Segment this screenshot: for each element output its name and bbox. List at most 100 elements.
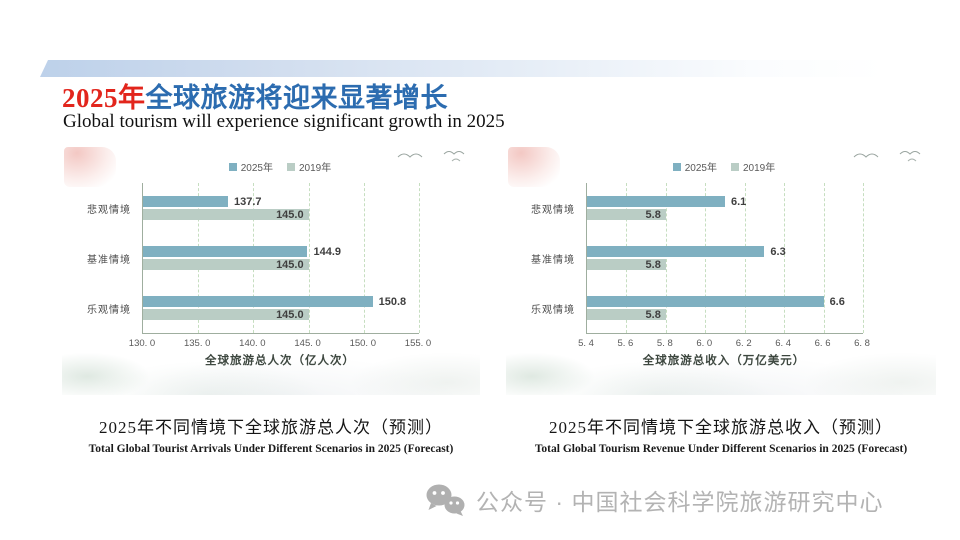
- value-label: 145.0: [276, 208, 304, 221]
- value-label: 5.8: [645, 208, 661, 221]
- caption-chinese: 2025年不同情境下全球旅游总人次（预测）: [99, 418, 443, 437]
- legend-swatch: [228, 162, 237, 171]
- tick-label: 5. 8: [656, 338, 673, 349]
- category-label: 基准情境: [531, 254, 575, 266]
- arrivals-chart: 2025年 2019年 悲观情境 基准情境 乐观情境 137.7 145.0 144.9 1…: [62, 145, 480, 395]
- gridline: [823, 183, 825, 333]
- tick-label: 5. 4: [578, 338, 594, 349]
- category-label: 基准情境: [87, 254, 131, 266]
- legend-item: 2025年: [228, 159, 273, 174]
- chart-legend: 2025年 2019年: [586, 159, 862, 174]
- legend-swatch: [731, 162, 739, 171]
- top-accent-band: [40, 60, 885, 77]
- bar-track: 150.8: [143, 295, 419, 308]
- title-year: 2025年: [62, 83, 146, 113]
- bar-2025年: [587, 196, 725, 207]
- value-label: 6.1: [731, 195, 747, 208]
- x-axis-ticks: 5. 4 5. 6 5. 8 6. 0 6. 2 6. 4 6. 6 6. 8: [578, 338, 870, 350]
- tick-label: 6. 0: [696, 338, 713, 349]
- gridline: [253, 183, 255, 333]
- value-label: 6.6: [829, 295, 845, 308]
- legend-label: 2025年: [240, 163, 273, 174]
- legend-label: 2019年: [299, 163, 332, 174]
- bar-2025年: [143, 296, 373, 307]
- tick-label: 145. 0: [294, 338, 321, 349]
- legend-item: 2025年: [672, 159, 717, 174]
- category-label: 乐观情境: [87, 304, 131, 316]
- revenue-chart-caption: 2025年不同情境下全球旅游总收入（预测） Total Global Touri…: [506, 413, 936, 455]
- gridline: [626, 183, 628, 333]
- flying-birds-icon: [853, 151, 921, 162]
- gridline: [308, 183, 310, 333]
- gridline: [863, 183, 864, 333]
- bar-track: 144.9: [143, 245, 419, 258]
- category-label: 乐观情境: [531, 304, 575, 316]
- bar-group: 6.6 5.8: [587, 283, 863, 333]
- bar-2019年: [143, 259, 309, 270]
- x-axis-title: 全球旅游总人次（亿人次）: [205, 355, 355, 367]
- value-label: 137.7: [234, 195, 262, 208]
- legend-label: 2019年: [743, 163, 776, 174]
- bar-2025年: [587, 296, 824, 307]
- bar-2019年: [587, 209, 666, 220]
- value-label: 150.8: [378, 295, 407, 308]
- plot-area: 6.1 5.8 6.3 5.8 6.6 5.8: [586, 183, 864, 334]
- category-labels: 悲观情境基准情境乐观情境: [506, 183, 582, 333]
- revenue-chart-panel: 2025年 2019年 悲观情境 基准情境 乐观情境 6.1 5.8 6.3 5.8 6.6 5…: [506, 145, 936, 395]
- value-label: 145.0: [276, 308, 304, 321]
- gridline: [198, 183, 200, 333]
- gridline: [665, 183, 667, 333]
- bar-group: 137.7 145.0: [143, 183, 419, 233]
- chart-legend: 2025年 2019年: [142, 159, 418, 174]
- wechat-logo-icon: [426, 484, 465, 516]
- tick-label: 6. 2: [735, 338, 752, 349]
- bar-track: 145.0: [143, 308, 419, 321]
- gridline: [419, 183, 420, 333]
- flying-birds-icon: [397, 151, 465, 162]
- gridline: [744, 183, 746, 333]
- value-label: 145.0: [276, 258, 304, 271]
- revenue-chart: 2025年 2019年 悲观情境 基准情境 乐观情境 6.1 5.8 6.3 5.8 6.6 5…: [506, 145, 936, 395]
- arrivals-chart-caption: 2025年不同情境下全球旅游总人次（预测） Total Global Touri…: [62, 413, 480, 455]
- bar-2025年: [587, 246, 765, 257]
- bar-2019年: [587, 309, 666, 320]
- gridline: [363, 183, 365, 333]
- tick-label: 5. 6: [617, 338, 634, 349]
- caption-chinese: 2025年不同情境下全球旅游总收入（预测）: [549, 418, 893, 437]
- watermark-text: 公众号 · 中国社会科学院旅游研究中心: [476, 489, 884, 515]
- title-text: 全球旅游将迎来显著增长: [145, 83, 448, 113]
- tick-label: 155. 0: [404, 338, 432, 349]
- tick-label: 135. 0: [183, 338, 211, 349]
- bar-track: 6.3: [587, 246, 863, 258]
- bar-2019年: [587, 259, 666, 270]
- category-label: 悲观情境: [531, 204, 575, 216]
- bar-group: 6.1 5.8: [587, 183, 863, 233]
- bar-track: 145.0: [143, 208, 419, 221]
- legend-label: 2025年: [684, 163, 717, 174]
- caption-english: Total Global Tourist Arrivals Under Diff…: [88, 443, 454, 455]
- x-axis-title: 全球旅游总收入（万亿美元）: [642, 355, 806, 367]
- bar-2019年: [143, 209, 309, 220]
- category-labels: 悲观情境 基准情境 乐观情境: [62, 183, 138, 333]
- value-label: 144.9: [313, 245, 342, 258]
- bar-track: 6.1: [587, 195, 863, 208]
- page-title: 2025年全球旅游将迎来显著增长: [62, 76, 448, 115]
- bar-track: 6.6: [587, 295, 863, 308]
- plot-area: 137.7 145.0 144.9 145.0 150.8 145.0: [142, 183, 420, 334]
- bar-track: 137.7: [143, 195, 419, 208]
- bar-2025年: [143, 196, 228, 207]
- legend-item: 2019年: [731, 159, 775, 174]
- bar-track: 5.8: [587, 208, 863, 221]
- gridline: [705, 183, 707, 333]
- bar-track: 145.0: [143, 258, 419, 271]
- watercolor-blossom-decoration: [508, 147, 560, 187]
- bar-track: 5.8: [587, 259, 863, 271]
- bar-group: 150.8 145.0: [143, 283, 419, 333]
- legend-item: 2019年: [287, 159, 331, 174]
- bar-track: 5.8: [587, 309, 863, 321]
- tick-label: 150. 0: [349, 338, 377, 349]
- legend-swatch: [672, 162, 681, 171]
- bar-2025年: [143, 246, 308, 257]
- x-axis-ticks: 130. 0 135. 0 140. 0 145. 0 150. 0 155. 0: [129, 338, 431, 350]
- gridline: [784, 183, 786, 333]
